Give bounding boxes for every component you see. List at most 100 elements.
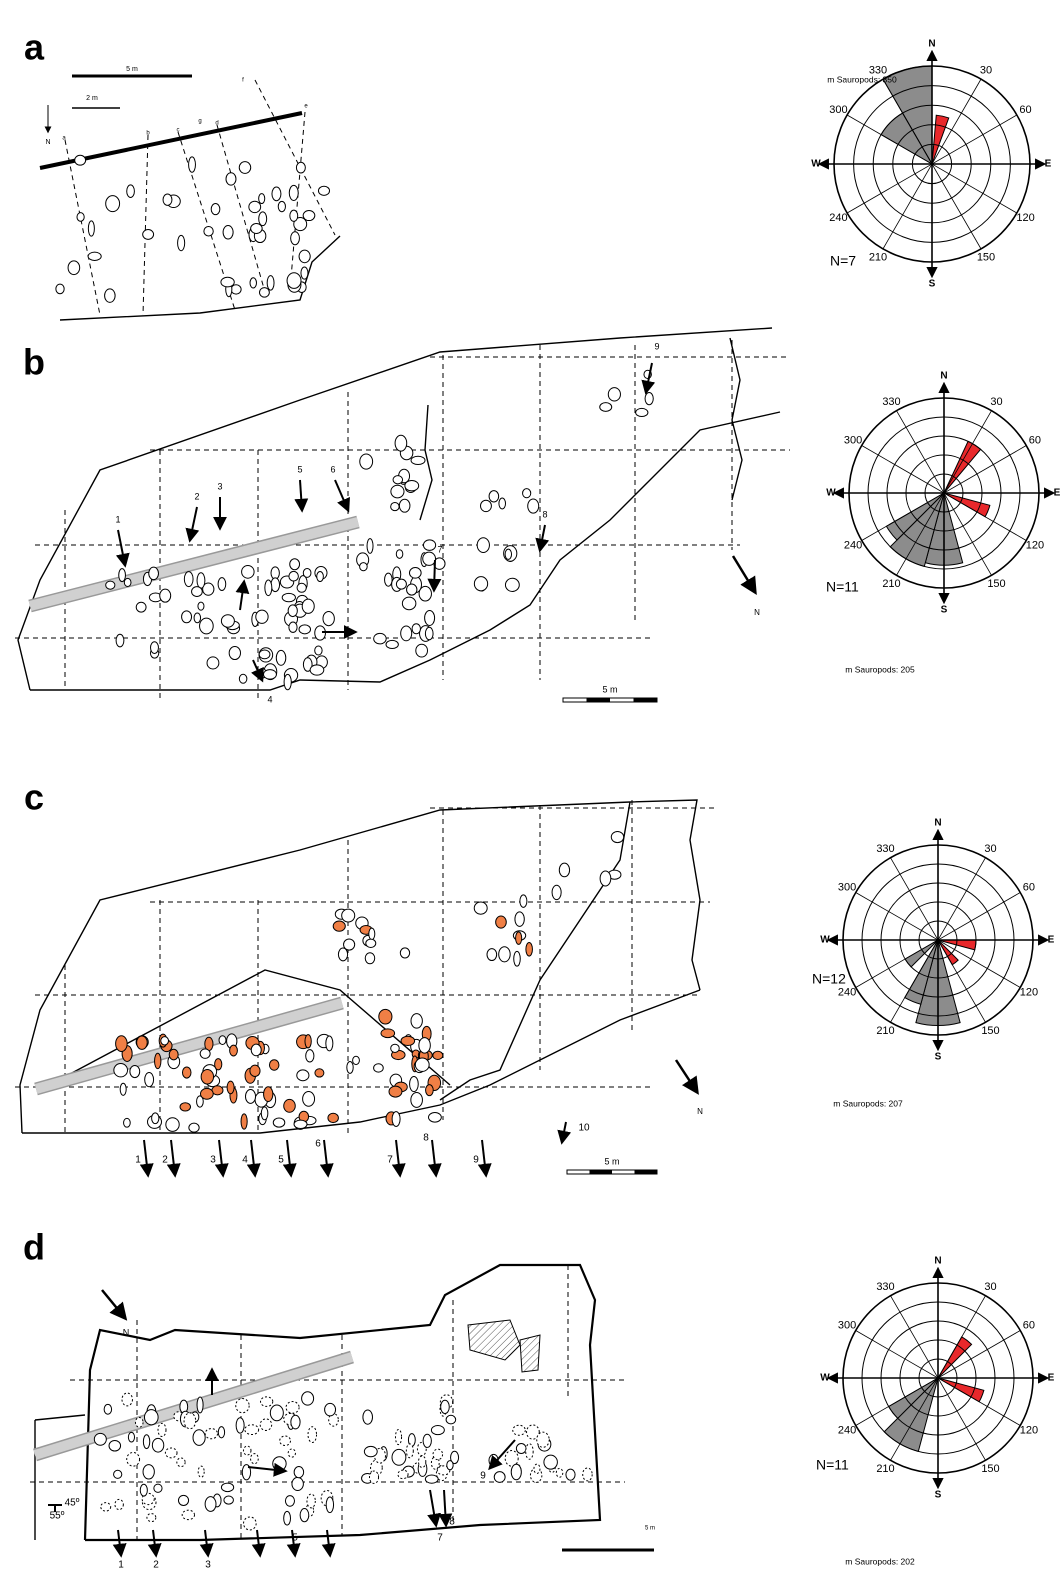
label: W xyxy=(826,488,836,499)
footprint xyxy=(220,614,235,628)
footprint xyxy=(327,1112,339,1124)
footprint xyxy=(391,1111,401,1127)
footprint xyxy=(248,200,262,214)
footprint xyxy=(264,579,273,597)
footprint xyxy=(404,479,420,492)
footprint xyxy=(153,1483,163,1493)
footprint xyxy=(177,1494,190,1506)
outline xyxy=(59,235,341,321)
footprint xyxy=(514,911,525,927)
footprint xyxy=(126,184,135,198)
footprint xyxy=(136,1035,148,1050)
direction-arrow xyxy=(427,559,442,593)
footprint xyxy=(181,1066,192,1079)
label: N xyxy=(697,1107,703,1116)
label: 300 xyxy=(838,881,856,893)
footprint xyxy=(428,1112,442,1123)
label: a xyxy=(62,136,66,142)
footprint xyxy=(440,1399,450,1414)
footprint xyxy=(380,1028,396,1039)
crack xyxy=(419,404,433,521)
footprint xyxy=(115,633,125,648)
scale-bar-seg xyxy=(589,1170,612,1174)
footprint xyxy=(607,387,621,402)
footprint xyxy=(325,1496,335,1514)
footprint xyxy=(272,1456,287,1472)
footprint xyxy=(473,901,488,915)
footprint xyxy=(425,1084,434,1097)
footprint xyxy=(432,1050,444,1061)
footprint xyxy=(397,1469,409,1480)
footprint xyxy=(359,562,368,572)
label: g xyxy=(198,119,201,125)
footprint xyxy=(445,1414,457,1425)
footprint xyxy=(289,209,299,222)
footprint xyxy=(226,1080,235,1095)
footprint xyxy=(162,193,173,206)
footprint xyxy=(289,558,301,571)
label: m Sauropods: 350 xyxy=(827,74,897,84)
footprint xyxy=(394,1429,403,1446)
label: 330 xyxy=(882,396,900,408)
footprint xyxy=(249,277,257,289)
footprint xyxy=(142,228,155,240)
label: 300 xyxy=(844,434,862,446)
label: 120 xyxy=(1020,1424,1038,1436)
footprint xyxy=(134,1417,144,1428)
direction-arrow xyxy=(235,579,250,611)
footprint xyxy=(204,1428,219,1440)
label: 2 xyxy=(162,1155,168,1166)
label: W xyxy=(820,1373,830,1384)
footprint xyxy=(390,1043,400,1053)
label: 3 xyxy=(210,1155,216,1166)
footprint xyxy=(418,585,432,602)
footprint xyxy=(202,582,215,596)
footprint xyxy=(220,1482,235,1493)
footprint xyxy=(314,1068,325,1078)
label: 150 xyxy=(981,1025,999,1037)
footprint xyxy=(405,1443,414,1459)
footprint xyxy=(146,1513,157,1523)
footprint xyxy=(446,1460,454,1471)
direction-arrow xyxy=(488,1439,516,1471)
footprint xyxy=(325,1035,334,1052)
footprint xyxy=(210,203,221,216)
footprint xyxy=(240,1113,248,1130)
label: 300 xyxy=(829,104,847,116)
label: 60 xyxy=(1029,434,1041,446)
footprint xyxy=(223,1495,234,1505)
footprint xyxy=(255,609,269,624)
scale-bar-seg xyxy=(634,1170,657,1174)
footprint xyxy=(290,231,300,246)
label: 1 xyxy=(135,1155,141,1166)
footprint xyxy=(283,1510,292,1526)
label: 150 xyxy=(981,1463,999,1475)
footprint xyxy=(93,1432,107,1446)
label: 150 xyxy=(987,578,1005,590)
footprint xyxy=(287,1448,296,1458)
footprint xyxy=(391,1448,407,1466)
footprint xyxy=(287,604,298,618)
footprint xyxy=(270,566,280,580)
direction-arrow xyxy=(246,1139,261,1178)
footprint xyxy=(406,583,418,596)
footprint xyxy=(229,1044,238,1057)
label: N xyxy=(928,39,935,50)
direction-arrow xyxy=(535,524,550,553)
footprint xyxy=(337,947,349,962)
footprint xyxy=(113,1469,123,1479)
footprint xyxy=(525,1443,534,1460)
footprint xyxy=(305,1049,315,1063)
label: 5 xyxy=(297,464,302,474)
footprint xyxy=(582,1467,593,1482)
label: N=7 xyxy=(830,253,856,269)
label: 240 xyxy=(838,1424,856,1436)
footprint xyxy=(165,1117,180,1132)
label: 2 m xyxy=(86,95,98,102)
footprint xyxy=(533,1463,541,1474)
footprint xyxy=(302,567,312,578)
footprint xyxy=(526,1424,540,1440)
footprint xyxy=(373,1063,384,1073)
outline xyxy=(34,1414,86,1421)
label: 300 xyxy=(838,1319,856,1331)
